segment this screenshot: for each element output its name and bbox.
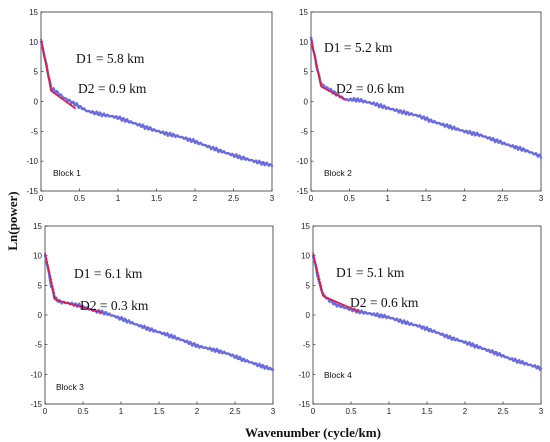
x-tick-label: 3: [270, 194, 275, 203]
x-tick-label: 1: [385, 194, 390, 203]
y-tick-label: 15: [29, 8, 38, 17]
panel-block-1: 15 10 5 0 -5 -10 -15 0 0.5 1 1.5 2 2.5 3 D1 = 5.8 km…: [26, 8, 274, 203]
fit-shallow-line: [322, 295, 359, 313]
x-tick-label: 0.5: [74, 194, 86, 203]
y-tick-label: -15: [30, 400, 42, 409]
y-tick-label: 5: [38, 281, 43, 290]
annotation-d1: D1 = 6.1 km: [74, 266, 143, 281]
x-tick-label: 2: [195, 407, 200, 416]
y-tick-label: -5: [303, 341, 311, 350]
y-tick-label: 10: [33, 252, 42, 261]
x-tick-label: 0: [39, 194, 44, 203]
x-tick-label: 0: [43, 407, 48, 416]
x-tick-label: 2: [193, 194, 198, 203]
annotation-d1: D1 = 5.1 km: [336, 265, 405, 280]
x-tick-label: 1.5: [421, 407, 433, 416]
x-tick-label: 0.5: [77, 407, 89, 416]
block-label: Block 1: [53, 168, 81, 178]
y-tick-label: -15: [298, 400, 310, 409]
y-tick-label: 15: [33, 222, 42, 231]
fit-shallow-line: [54, 298, 103, 314]
annotation-d2: D2 = 0.3 km: [80, 298, 149, 313]
x-tick-label: 3: [539, 194, 544, 203]
block-label: Block 3: [56, 382, 84, 392]
y-tick-label: 5: [306, 281, 311, 290]
panel-block-3: 15 10 5 0 -5 -10 -15 0 0.5 1 1.5 2 2.5 3 D1 = 6.1 km…: [30, 222, 275, 416]
fit-deep-line: [310, 38, 322, 87]
fit-deep-line: [44, 252, 56, 300]
y-tick-label: 15: [301, 222, 310, 231]
y-tick-label: 0: [38, 311, 43, 320]
y-axis-title: Ln(power): [5, 191, 20, 250]
y-tick-labels: 15 10 5 0 -5 -10 -15: [298, 222, 316, 409]
fit-deep-line: [312, 252, 324, 297]
y-tick-label: 10: [301, 252, 310, 261]
block-label: Block 4: [324, 370, 352, 380]
x-tick-label: 1: [119, 407, 124, 416]
annotation-d1: D1 = 5.2 km: [324, 40, 393, 55]
x-tick-label: 0: [309, 194, 314, 203]
spectrum-line: [309, 36, 543, 160]
y-tick-label: -10: [30, 370, 42, 379]
x-tick-label: 2.5: [497, 194, 509, 203]
x-axis-title: Wavenumber (cycle/km): [245, 425, 381, 440]
y-tick-label: -10: [26, 157, 38, 166]
y-tick-label: -5: [31, 127, 39, 136]
x-tick-label: 0.5: [344, 194, 356, 203]
x-tick-label: 2: [462, 194, 467, 203]
y-tick-label: 5: [34, 68, 39, 77]
x-tick-labels: 0 0.5 1 1.5 2 2.5 3: [43, 401, 276, 416]
y-tick-labels: 15 10 5 0 -5 -10 -15: [26, 8, 44, 196]
x-tick-label: 0: [311, 407, 316, 416]
y-tick-label: -5: [301, 127, 309, 136]
annotation-d2: D2 = 0.9 km: [78, 81, 147, 96]
y-tick-label: 0: [34, 98, 39, 107]
x-tick-labels: 0 0.5 1 1.5 2 2.5 3: [311, 401, 544, 416]
y-tick-label: -10: [296, 157, 308, 166]
x-tick-label: 1.5: [420, 194, 432, 203]
plot-frame: [44, 225, 274, 405]
x-tick-label: 1: [387, 407, 392, 416]
x-tick-label: 3: [539, 407, 544, 416]
x-tick-labels: 0 0.5 1 1.5 2 2.5 3: [39, 188, 275, 203]
y-tick-label: -15: [296, 187, 308, 196]
fit-shallow-line: [320, 85, 346, 101]
y-tick-label: -15: [26, 187, 38, 196]
y-tick-labels: 15 10 5 0 -5 -10 -15: [30, 222, 48, 409]
x-tick-label: 3: [271, 407, 276, 416]
x-tick-label: 2.5: [497, 407, 509, 416]
y-tick-label: 10: [29, 38, 38, 47]
x-tick-label: 2: [463, 407, 468, 416]
y-tick-label: 10: [299, 38, 308, 47]
annotation-d1: D1 = 5.8 km: [76, 51, 145, 66]
x-tick-labels: 0 0.5 1 1.5 2 2.5 3: [309, 188, 544, 203]
y-tick-label: -5: [35, 341, 43, 350]
x-tick-label: 2.5: [229, 407, 241, 416]
y-tick-label: 15: [299, 8, 308, 17]
x-tick-label: 1: [116, 194, 121, 203]
block-label: Block 2: [324, 168, 352, 178]
panel-block-4: 15 10 5 0 -5 -10 -15 0 0.5 1 1.5 2 2.5 3 D1 = 5.1 km…: [298, 222, 543, 416]
x-tick-label: 1.5: [153, 407, 165, 416]
fit-deep-line: [40, 38, 52, 91]
y-tick-label: -10: [298, 370, 310, 379]
plot-frame: [310, 11, 542, 192]
x-tick-label: 0.5: [345, 407, 357, 416]
y-tick-label: 5: [304, 68, 309, 77]
annotation-d2: D2 = 0.6 km: [350, 295, 419, 310]
plot-frame: [40, 11, 273, 192]
y-tick-label: 0: [306, 311, 311, 320]
x-tick-label: 1.5: [151, 194, 163, 203]
spectrum-line: [43, 254, 275, 371]
fit-shallow-line: [50, 90, 77, 110]
spectrum-line: [39, 40, 274, 167]
y-tick-label: 0: [304, 98, 309, 107]
panel-block-2: 15 10 5 0 -5 -10 -15 0 0.5 1 1.5 2 2.5 3 D1 = 5.2 km…: [296, 8, 543, 203]
annotation-d2: D2 = 0.6 km: [336, 81, 405, 96]
x-tick-label: 2.5: [228, 194, 240, 203]
